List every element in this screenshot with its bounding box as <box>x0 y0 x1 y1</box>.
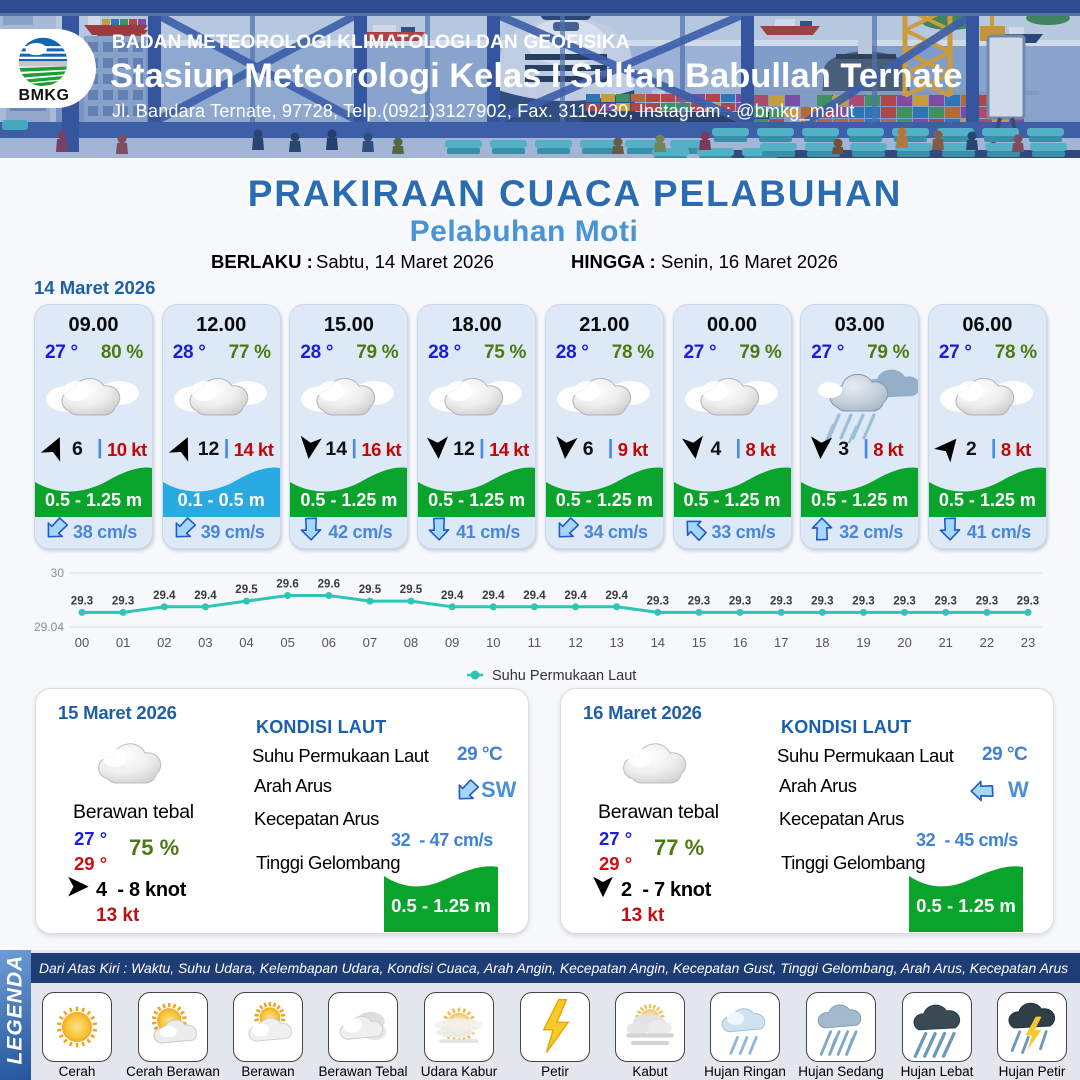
svg-text:20: 20 <box>897 635 911 650</box>
svg-text:14: 14 <box>651 635 665 650</box>
svg-text:29.3: 29.3 <box>976 595 998 607</box>
svg-text:29.5: 29.5 <box>400 584 423 596</box>
svg-text:29.4: 29.4 <box>482 590 505 602</box>
svg-text:16: 16 <box>733 635 747 650</box>
svg-text:03: 03 <box>198 635 212 650</box>
svg-text:01: 01 <box>116 635 130 650</box>
svg-text:07: 07 <box>363 635 377 650</box>
svg-text:29.3: 29.3 <box>811 595 833 607</box>
svg-text:12: 12 <box>568 635 582 650</box>
svg-text:29.3: 29.3 <box>935 595 957 607</box>
svg-text:08: 08 <box>404 635 418 650</box>
svg-text:05: 05 <box>280 635 294 650</box>
svg-text:09: 09 <box>445 635 459 650</box>
svg-text:29.3: 29.3 <box>71 595 93 607</box>
svg-text:02: 02 <box>157 635 171 650</box>
svg-text:29.4: 29.4 <box>564 590 587 602</box>
svg-text:11: 11 <box>528 635 542 650</box>
svg-text:29.5: 29.5 <box>235 584 258 596</box>
svg-text:10: 10 <box>486 635 500 650</box>
svg-text:29.4: 29.4 <box>523 590 546 602</box>
svg-text:29.04: 29.04 <box>34 620 64 634</box>
svg-text:29.3: 29.3 <box>647 595 669 607</box>
svg-text:22: 22 <box>980 635 994 650</box>
svg-text:Suhu Permukaan Laut: Suhu Permukaan Laut <box>492 668 636 684</box>
svg-text:13: 13 <box>609 635 623 650</box>
svg-text:29.3: 29.3 <box>770 595 792 607</box>
svg-text:29.6: 29.6 <box>276 579 298 591</box>
svg-text:29.3: 29.3 <box>1017 595 1039 607</box>
svg-text:29.3: 29.3 <box>729 595 751 607</box>
svg-text:29.3: 29.3 <box>893 595 915 607</box>
svg-text:19: 19 <box>856 635 870 650</box>
svg-text:29.5: 29.5 <box>359 584 382 596</box>
svg-text:29.4: 29.4 <box>194 590 217 602</box>
svg-text:17: 17 <box>774 635 788 650</box>
svg-text:29.3: 29.3 <box>688 595 710 607</box>
svg-text:29.6: 29.6 <box>318 579 340 591</box>
svg-text:23: 23 <box>1021 635 1035 650</box>
svg-text:15: 15 <box>692 635 706 650</box>
svg-text:06: 06 <box>322 635 336 650</box>
svg-text:30: 30 <box>51 566 65 580</box>
svg-text:00: 00 <box>75 635 89 650</box>
svg-text:04: 04 <box>239 635 253 650</box>
svg-text:29.4: 29.4 <box>153 590 176 602</box>
svg-text:21: 21 <box>938 635 952 650</box>
svg-text:29.3: 29.3 <box>112 595 134 607</box>
svg-text:29.3: 29.3 <box>852 595 874 607</box>
svg-text:29.4: 29.4 <box>441 590 464 602</box>
svg-text:18: 18 <box>815 635 829 650</box>
svg-text:29.4: 29.4 <box>606 590 629 602</box>
